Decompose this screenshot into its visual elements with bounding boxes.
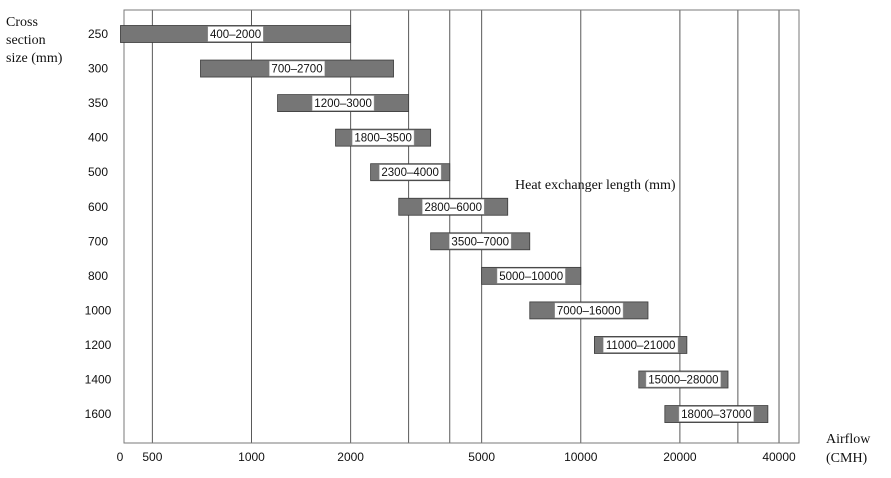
range-bar-300: 700–2700: [200, 59, 394, 78]
range-label-box: [311, 95, 375, 111]
y-tick-label: 800: [88, 269, 108, 283]
range-label: 11000–21000: [606, 340, 676, 352]
range-label: 15000–28000: [648, 375, 718, 387]
gridlines: [151, 10, 780, 443]
x-tick-label: 40000: [762, 450, 796, 464]
y-axis-title-line-1: Cross: [6, 15, 38, 30]
x-tick-label: 500: [142, 450, 162, 464]
range-bar-700: 3500–7000: [430, 232, 531, 251]
y-tick-label: 500: [88, 165, 108, 179]
y-tick-label: 1200: [85, 338, 112, 352]
range-label-box: [496, 268, 566, 284]
y-tick-label: 1600: [85, 407, 112, 421]
range-label: 2800–6000: [424, 202, 482, 214]
range-label: 7000–16000: [557, 305, 621, 317]
x-axis-title-line-2: (CMH): [826, 451, 868, 466]
y-tick-label: 1000: [85, 303, 112, 317]
range-bar-250: 400–2000: [120, 25, 352, 43]
x-tick-label: 20000: [663, 450, 697, 464]
range-label-box: [207, 26, 264, 42]
range-bar-1200: 11000–21000: [594, 336, 688, 354]
range-label: 400–2000: [210, 29, 261, 41]
range-label: 18000–37000: [681, 409, 751, 421]
y-tick-label: 350: [88, 96, 108, 110]
range-label-box: [351, 129, 415, 146]
range-bar-500: 2300–4000: [370, 163, 451, 182]
x-tick-label: 1000: [238, 450, 265, 464]
range-bar-400: 1800–3500: [335, 128, 432, 147]
range-label: 1200–3000: [314, 98, 372, 110]
range-label-box: [448, 233, 512, 250]
range-bars: 400–2000 700–2700 1200–3000 1800–3500 2300–4…: [120, 25, 769, 423]
x-tick-label: 5000: [468, 450, 495, 464]
y-tick-label: 1400: [85, 373, 112, 387]
range-bar-600: 2800–6000: [398, 197, 509, 216]
range-label: 5000–10000: [499, 271, 563, 283]
x-tick-label: 2000: [337, 450, 364, 464]
range-bar-350: 1200–3000: [277, 94, 410, 112]
range-label-box: [421, 199, 485, 215]
range-bar-800: 5000–10000: [481, 266, 582, 285]
x-tick-label: 10000: [564, 450, 598, 464]
range-label: 3500–7000: [451, 236, 509, 248]
y-axis-title-line-3: size (mm): [6, 51, 63, 66]
range-label-box: [602, 337, 679, 353]
range-bar-1000: 7000–16000: [529, 301, 649, 320]
range-label: 700–2700: [271, 64, 322, 76]
x-origin-label: 0: [117, 450, 124, 464]
y-tick-label: 300: [88, 62, 108, 76]
y-tick-label: 600: [88, 200, 108, 214]
range-label-box: [269, 60, 326, 77]
y-axis-title-line-2: section: [6, 33, 46, 48]
range-label-box: [645, 371, 722, 388]
range-label: 1800–3500: [354, 133, 412, 145]
annotation-heat-exchanger-length: Heat exchanger length (mm): [515, 178, 676, 193]
range-bar-1600: 18000–37000: [664, 405, 769, 423]
range-label-box: [378, 164, 442, 180]
y-tick-label: 700: [88, 234, 108, 248]
x-axis-title-line-1: Airflow: [826, 432, 871, 447]
y-tick-label: 250: [88, 27, 108, 41]
range-label-box: [678, 406, 755, 422]
x-tick-labels: 500 1000 2000 5000 10000 20000 40000: [142, 450, 796, 464]
y-tick-label: 400: [88, 131, 108, 145]
range-label: 2300–4000: [381, 167, 439, 179]
range-bar-1400: 15000–28000: [638, 370, 729, 389]
range-label-box: [554, 302, 624, 319]
y-tick-labels: 250 300 350 400 500 600 700 800 1000 1200 1400 1600: [85, 27, 112, 421]
plot-frame: [123, 9, 800, 444]
